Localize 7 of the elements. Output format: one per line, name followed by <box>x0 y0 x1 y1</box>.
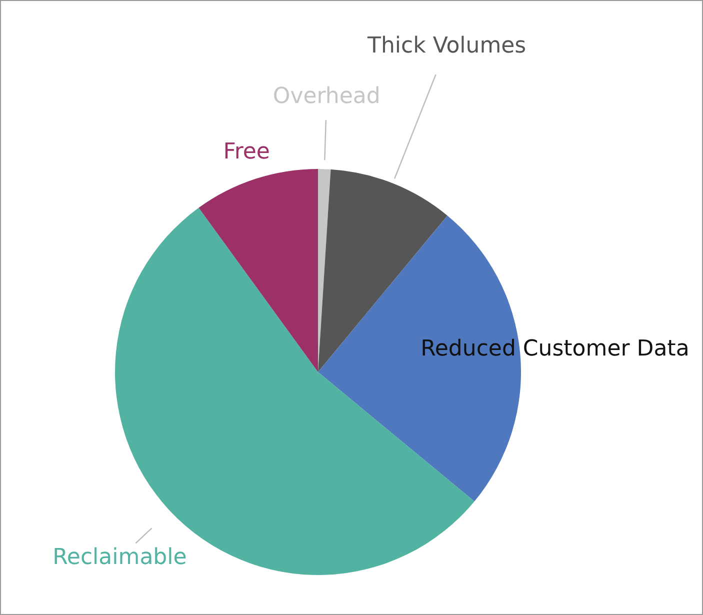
slice-label: Free <box>223 139 270 164</box>
pie-slice <box>318 216 521 502</box>
slice-label: Overhead <box>272 84 380 110</box>
slice-label: Reclaimable <box>52 545 187 570</box>
slice-label: Reduced Customer Data <box>420 336 690 362</box>
pie-slice <box>198 169 318 372</box>
slice-label: Thick Volumes <box>366 34 526 59</box>
